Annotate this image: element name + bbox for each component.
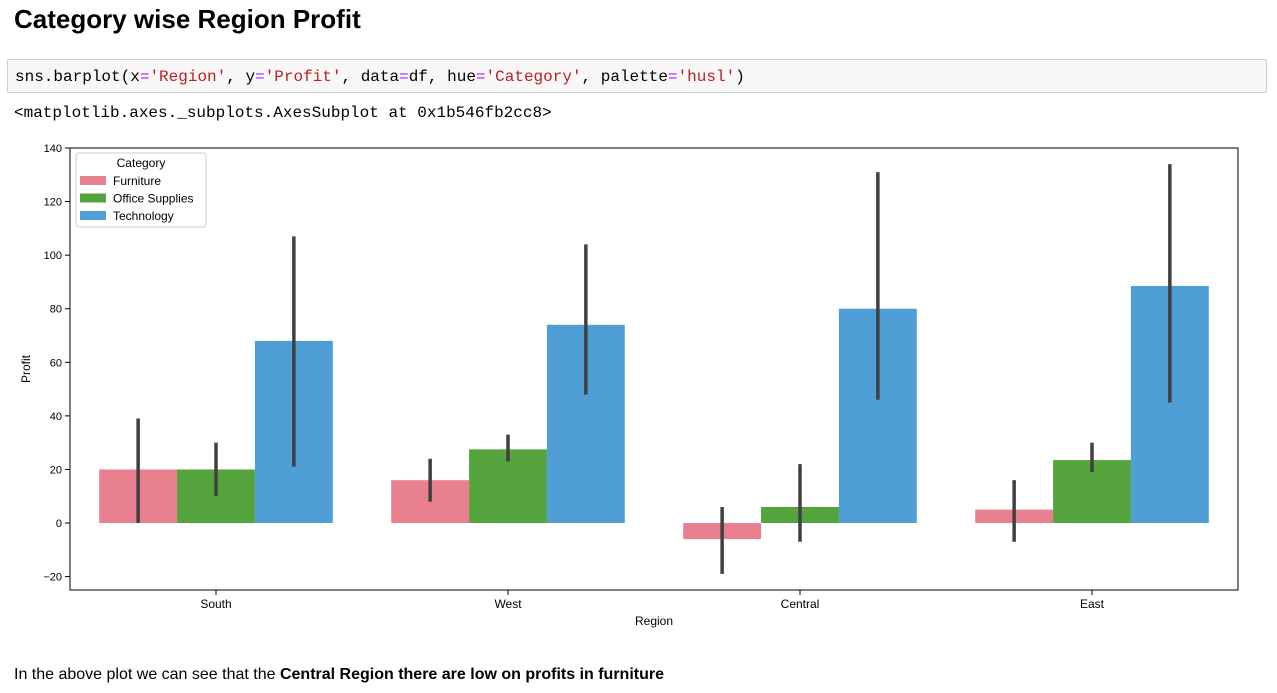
y-tick-label: 100 xyxy=(44,250,62,262)
notebook-heading: Category wise Region Profit xyxy=(14,4,361,34)
legend-label: Furniture xyxy=(113,174,161,188)
code-line: sns.barplot(x='Region', y='Profit', data… xyxy=(15,68,745,86)
x-tick-label: West xyxy=(494,597,522,611)
legend-swatch xyxy=(80,211,106,220)
output-repr: <matplotlib.axes._subplots.AxesSubplot a… xyxy=(14,104,552,122)
y-tick-label: −20 xyxy=(43,572,62,584)
y-tick-label: 140 xyxy=(44,143,62,155)
y-tick-label: 120 xyxy=(44,197,62,209)
x-tick-label: South xyxy=(200,597,231,611)
x-axis-label: Region xyxy=(635,614,673,628)
legend-title: Category xyxy=(117,156,166,170)
legend-box xyxy=(75,152,207,228)
y-tick-label: 40 xyxy=(50,411,62,423)
legend-swatch xyxy=(80,176,106,185)
legend-swatch xyxy=(80,193,106,203)
y-tick-label: 0 xyxy=(56,518,62,530)
legend-label: Technology xyxy=(113,209,174,223)
x-tick-label: Central xyxy=(781,597,820,611)
y-tick-label: 60 xyxy=(50,357,62,369)
y-tick-label: 20 xyxy=(50,464,62,476)
bar-office-supplies-west xyxy=(469,449,547,524)
code-cell[interactable]: sns.barplot(x='Region', y='Profit', data… xyxy=(7,59,1267,93)
x-tick-label: East xyxy=(1080,597,1105,611)
bar-chart: −20 0 20 40 60 80 100 120 140 South West Central Eas… xyxy=(19,143,1239,628)
legend-label: Office Supplies xyxy=(113,192,194,206)
markdown-text: In the above plot we can see that the Ce… xyxy=(14,666,664,683)
y-axis-label: Profit xyxy=(19,354,33,383)
plot-frame xyxy=(69,147,1239,591)
y-tick-label: 80 xyxy=(50,304,62,316)
